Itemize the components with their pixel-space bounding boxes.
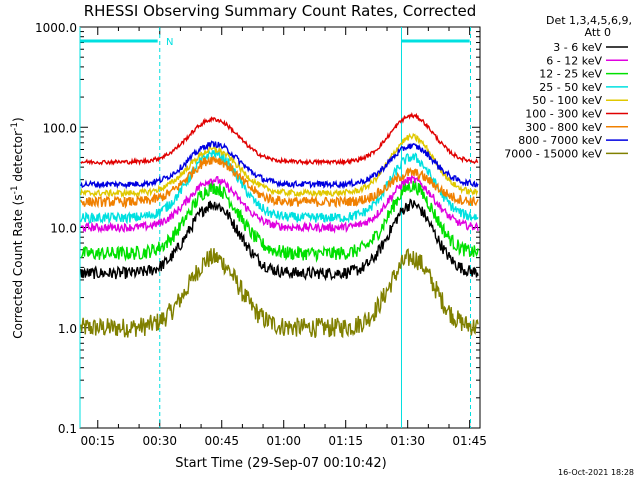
chart-title: RHESSI Observing Summary Count Rates, Co… [84,2,477,20]
series-line-5 [80,111,479,167]
legend-label: 800 - 7000 keV [518,134,602,147]
legend-label: 6 - 12 keV [546,54,602,67]
saa-markers: N [79,27,471,428]
plot-axes: 0.1 1.0 10.0 100.0 1000.0 00:15 00:30 00:45 01:0… [35,21,487,448]
x-tick-label: 00:15 [80,434,115,448]
legend-header-1: Det 1,3,4,5,6,9, [546,14,632,27]
legend-label: 7000 - 15000 keV [504,147,602,160]
legend-label: 3 - 6 keV [553,41,602,54]
footer-date: 16-Oct-2021 18:28 [558,468,634,477]
legend-header-2: Att 0 [585,26,611,39]
legend-label: 100 - 300 keV [525,108,602,121]
y-tick-label: 10.0 [50,222,77,236]
series-line-7 [80,140,479,190]
legend-label: 300 - 800 keV [525,121,602,134]
saa-label: N [166,37,173,48]
y-tick-label: 1.0 [58,322,77,336]
y-axis-label-sup2: -1 [10,122,20,131]
series-line-2 [80,179,479,263]
legend-label: 25 - 50 keV [539,81,602,94]
series-line-6 [80,155,479,209]
y-axis-label-part3: ) [11,117,25,122]
y-axis-label-part1: Corrected Count Rate (s [11,194,25,338]
x-tick-label: 01:15 [328,434,363,448]
x-tick-label: 00:30 [142,434,177,448]
x-tick-label: 01:30 [390,434,425,448]
series-line-3 [80,147,479,225]
y-tick-label: 0.1 [58,422,77,436]
x-axis-label: Start Time (29-Sep-07 00:10:42) [175,456,386,471]
y-axis-label: Corrected Count Rate (s-1 detector-1) [10,117,25,338]
y-tick-label: 100.0 [43,121,77,135]
x-tick-label: 01:00 [266,434,301,448]
y-tick-label: 1000.0 [35,21,77,35]
legend-label: 12 - 25 keV [539,68,602,81]
series-line-8 [80,248,479,339]
series-line-1 [80,173,479,234]
series-lines [80,111,479,339]
series-line-4 [80,132,479,199]
legend-label: 50 - 100 keV [532,94,602,107]
x-tick-label: 00:45 [204,434,239,448]
series-line-0 [80,198,479,282]
x-tick-label: 01:45 [452,434,487,448]
y-axis-label-sup1: -1 [10,185,20,194]
y-axis-label-part2: detector [11,131,25,186]
